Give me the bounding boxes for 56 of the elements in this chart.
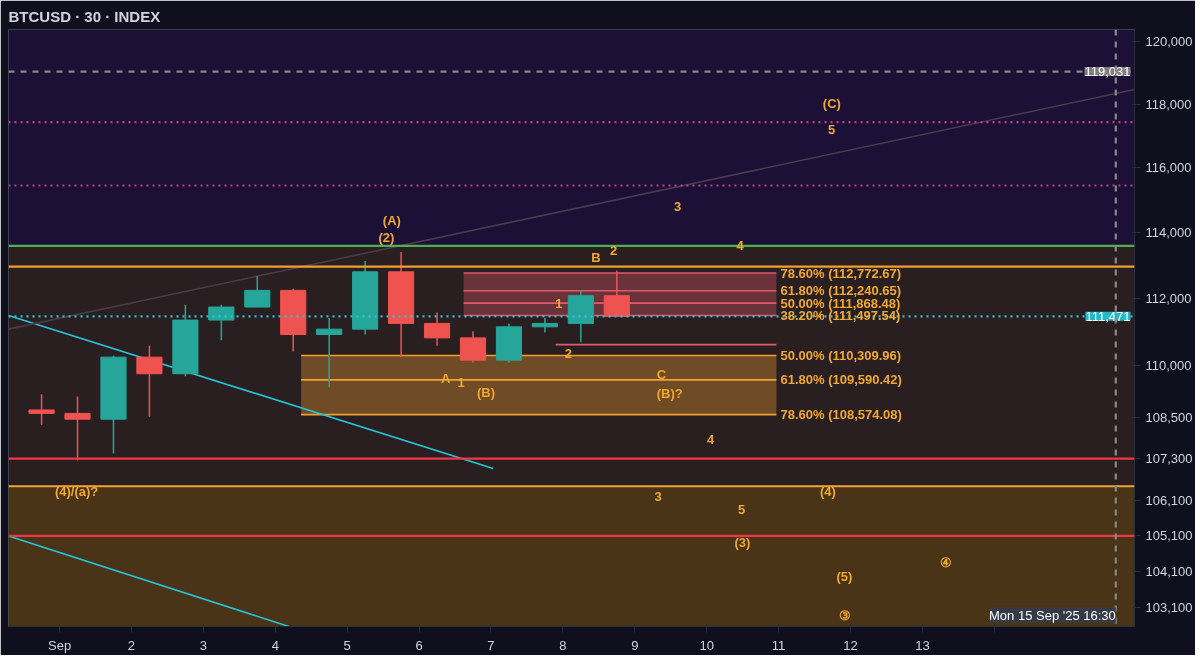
annotation: (5): [836, 568, 853, 584]
x-tick-label: 7: [487, 637, 495, 653]
x-tick-label: 6: [415, 637, 423, 653]
y-tick-label: 105,100: [1145, 528, 1193, 544]
ref-line-label: 111,471: [1085, 308, 1131, 324]
x-tick-label: 10: [699, 637, 714, 653]
annotation: 2: [610, 243, 618, 259]
candlestick: [28, 393, 55, 426]
annotation: 50.00% (110,309.96): [780, 347, 902, 363]
y-tick-label: 108,500: [1145, 409, 1193, 425]
annotation: (B)?: [656, 386, 683, 402]
y-tick-label: 106,100: [1145, 493, 1193, 509]
annotation: (4): [819, 484, 836, 500]
x-tick-label: Sep: [47, 637, 72, 653]
y-tick-label: 116,000: [1145, 160, 1192, 176]
annotation: 61.80% (109,590.42): [780, 372, 902, 388]
y-tick-label: 107,300: [1145, 451, 1193, 467]
y-tick-label: 112,000: [1145, 291, 1192, 307]
annotation: 78.60% (108,574.08): [780, 407, 902, 423]
annotation: ④: [940, 554, 953, 570]
y-tick-label: 104,100: [1145, 564, 1193, 580]
ref-line-label: Mon 15 Sep '25 16:30: [989, 607, 1116, 623]
y-tick-label: 110,000: [1145, 358, 1192, 374]
annotation: (3): [734, 535, 751, 551]
ref-line-label: 119,031: [1084, 64, 1131, 80]
annotation: B: [591, 249, 601, 265]
candlestick: [316, 317, 343, 389]
annotation: C: [656, 366, 667, 382]
x-tick-label: 4: [271, 637, 279, 653]
annotation: (C): [822, 96, 841, 112]
annotation: 78.60% (112,772.67): [780, 265, 902, 281]
chart-title: BTCUSD · 30 · INDEX: [8, 7, 161, 25]
x-tick-label: 5: [343, 637, 351, 653]
y-tick-label: 118,000: [1145, 96, 1192, 112]
x-tick-label: 8: [559, 637, 567, 653]
annotation: 3: [674, 198, 682, 214]
annotation: (2): [378, 230, 395, 246]
x-tick-label: 13: [915, 637, 930, 653]
annotation: 61.80% (112,240.65): [780, 283, 902, 299]
y-tick-label: 114,000: [1145, 225, 1192, 241]
y-tick-label: 120,000: [1145, 33, 1193, 49]
x-tick-label: 9: [631, 637, 639, 653]
x-tick-label: 11: [771, 637, 786, 653]
annotation: ③: [839, 608, 852, 624]
x-tick-label: 2: [127, 637, 136, 653]
annotation: (4)/(a)?: [54, 484, 99, 500]
x-tick-label: 3: [199, 637, 207, 653]
annotation: 5: [738, 502, 746, 518]
annotation: 5: [827, 122, 836, 138]
annotation: 3: [654, 488, 662, 504]
annotation: (A): [382, 212, 401, 228]
annotation: 4: [707, 431, 716, 447]
candlestick: [531, 317, 558, 334]
x-tick-label: 12: [843, 637, 858, 653]
annotation: (B): [476, 384, 496, 400]
y-tick-label: 103,100: [1145, 600, 1193, 616]
